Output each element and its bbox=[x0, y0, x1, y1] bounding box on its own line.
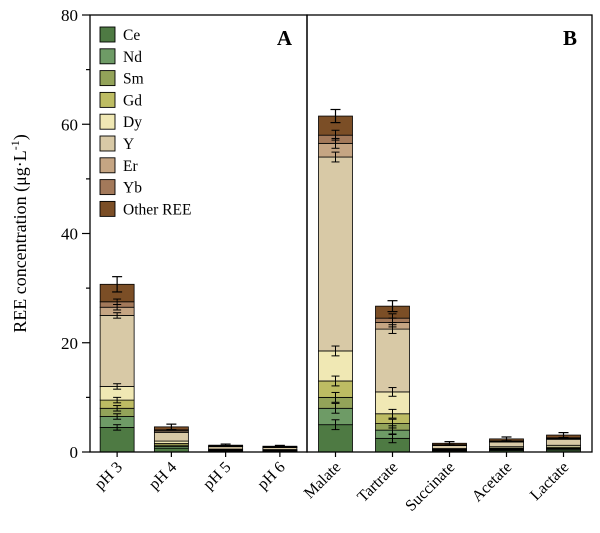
legend-item-Ce: Ce bbox=[99, 26, 140, 44]
panel-label-B: B bbox=[563, 26, 577, 50]
total-error-bar bbox=[387, 300, 398, 313]
panel-A-bars bbox=[99, 276, 298, 453]
segment-Y bbox=[375, 328, 410, 393]
segment-Y bbox=[153, 431, 189, 442]
bar-pH 4 bbox=[153, 423, 189, 453]
bar-Acetate bbox=[489, 436, 524, 453]
legend-label: Gd bbox=[123, 92, 142, 109]
segment-Y bbox=[489, 441, 524, 448]
total-error-bar bbox=[501, 436, 512, 442]
y-tick-label: 60 bbox=[61, 115, 78, 134]
bar-Lactate bbox=[546, 432, 581, 453]
bar-pH 5 bbox=[208, 443, 244, 453]
segment-error-bar bbox=[113, 383, 122, 390]
y-tick-label: 80 bbox=[61, 6, 78, 25]
total-error-bar bbox=[112, 276, 123, 293]
segment-error-bar bbox=[388, 313, 397, 324]
legend-swatch-Gd bbox=[99, 91, 116, 108]
segment-Y bbox=[318, 156, 353, 352]
legend-swatch-Yb bbox=[99, 179, 116, 196]
segment-error-bar bbox=[113, 312, 122, 319]
bar-pH 6 bbox=[262, 444, 298, 453]
segment-error-bar bbox=[331, 129, 340, 141]
legend-item-Er: Er bbox=[99, 157, 138, 175]
legend-label: Ce bbox=[123, 27, 140, 44]
legend-swatch-Nd bbox=[99, 48, 116, 65]
legend-item-Other REE: Other REE bbox=[99, 200, 191, 218]
segment-Y bbox=[99, 315, 135, 387]
bar-Malate bbox=[318, 108, 353, 453]
segment-error-bar bbox=[113, 405, 122, 412]
total-error-bar bbox=[558, 432, 569, 439]
legend-label: Nd bbox=[123, 49, 142, 66]
panel-B-bars bbox=[318, 108, 581, 453]
legend-label: Er bbox=[123, 158, 138, 175]
legend-label: Dy bbox=[123, 114, 142, 131]
legend-swatch-Y bbox=[99, 135, 116, 152]
segment-Y bbox=[432, 445, 467, 449]
segment-error-bar bbox=[331, 151, 340, 163]
bar-Tartrate bbox=[375, 300, 410, 453]
segment-Y bbox=[546, 438, 581, 446]
bar-pH 3 bbox=[99, 276, 135, 453]
segment-error-bar bbox=[388, 387, 397, 397]
y-tick-label: 0 bbox=[70, 443, 79, 462]
segment-error-bar bbox=[331, 402, 340, 414]
segment-error-bar bbox=[388, 408, 397, 419]
segment-error-bar bbox=[331, 345, 340, 357]
legend-label: Y bbox=[123, 136, 134, 153]
panel-B-frame bbox=[306, 14, 593, 453]
legend-swatch-Sm bbox=[99, 70, 116, 87]
legend-swatch-Er bbox=[99, 157, 116, 174]
segment-error-bar bbox=[388, 418, 397, 429]
legend-label: Other REE bbox=[123, 201, 191, 218]
bar-Succinate bbox=[432, 441, 467, 453]
legend-label: Sm bbox=[123, 71, 144, 88]
total-error-bar bbox=[330, 108, 341, 124]
legend-item-Dy: Dy bbox=[99, 113, 142, 131]
segment-error-bar bbox=[331, 419, 340, 431]
segment-error-bar bbox=[331, 375, 340, 387]
legend-item-Yb: Yb bbox=[99, 179, 142, 197]
total-error-bar bbox=[444, 441, 455, 446]
total-error-bar bbox=[274, 444, 285, 448]
panel-label-A: A bbox=[277, 26, 293, 50]
total-error-bar bbox=[166, 423, 177, 431]
y-tick-label: 20 bbox=[61, 334, 78, 353]
segment-error-bar bbox=[331, 391, 340, 403]
legend-swatch-Dy bbox=[99, 113, 116, 130]
y-tick-label: 40 bbox=[61, 225, 78, 244]
segment-error-bar bbox=[113, 298, 122, 306]
legend-item-Gd: Gd bbox=[99, 91, 142, 109]
y-axis-title: REE concentration (μg·L-1) bbox=[8, 134, 31, 333]
segment-error-bar bbox=[113, 413, 122, 420]
legend-swatch-Ce bbox=[99, 26, 116, 43]
legend-swatch-Other REE bbox=[99, 200, 116, 217]
legend-item-Y: Y bbox=[99, 135, 134, 153]
segment-error-bar bbox=[113, 396, 122, 404]
legend-item-Nd: Nd bbox=[99, 48, 142, 66]
segment-Ce bbox=[99, 427, 135, 453]
segment-error-bar bbox=[113, 424, 122, 431]
legend-item-Sm: Sm bbox=[99, 70, 144, 88]
legend-label: Yb bbox=[123, 180, 142, 197]
total-error-bar bbox=[220, 443, 231, 447]
legend: Ce Nd Sm Gd Dy Y Er Yb Other REE bbox=[99, 26, 191, 218]
